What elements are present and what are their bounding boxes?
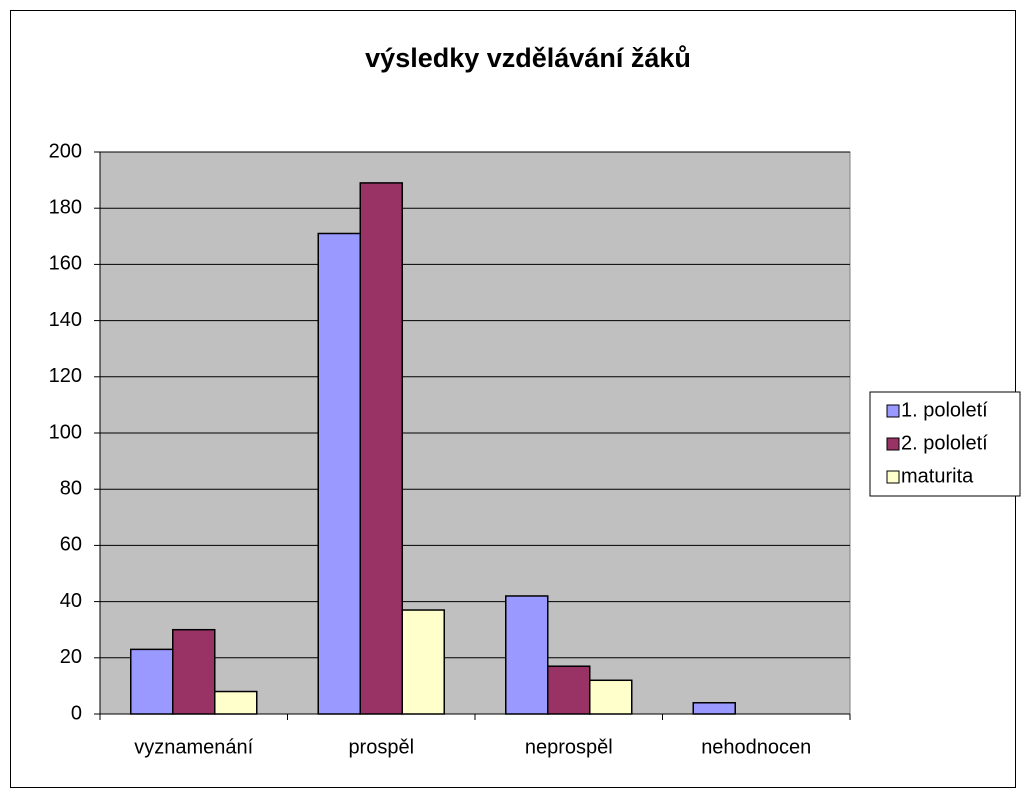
bar	[214, 690, 258, 715]
bar	[589, 679, 633, 715]
bar	[317, 232, 361, 715]
x-tick-label: vyznamenání	[134, 736, 253, 758]
y-tick-label: 140	[49, 309, 82, 331]
y-tick-label: 200	[49, 140, 82, 162]
legend-swatch	[886, 437, 900, 451]
x-tick-label: prospěl	[348, 736, 414, 758]
y-tick-label: 80	[60, 477, 82, 499]
bar	[359, 182, 403, 715]
bar	[401, 609, 445, 715]
y-tick-label: 0	[71, 702, 82, 724]
bar	[172, 628, 216, 715]
legend-swatch	[886, 404, 900, 418]
y-tick-label: 160	[49, 253, 82, 275]
bar	[505, 595, 549, 715]
y-tick-label: 120	[49, 365, 82, 387]
y-tick-label: 100	[49, 421, 82, 443]
legend-swatch	[886, 470, 900, 484]
y-tick-label: 180	[49, 196, 82, 218]
legend-label: 1. pololetí	[901, 399, 988, 421]
x-tick-label: neprospěl	[525, 736, 613, 758]
legend-label: 2. pololetí	[901, 432, 988, 454]
bar	[692, 702, 736, 715]
bar	[130, 648, 174, 715]
y-tick-label: 20	[60, 646, 82, 668]
legend-label: maturita	[901, 465, 974, 487]
y-tick-label: 60	[60, 534, 82, 556]
x-tick-label: nehodnocen	[701, 736, 811, 758]
chart-title: výsledky vzdělávání žáků	[365, 43, 691, 73]
bar	[547, 665, 591, 715]
y-tick-label: 40	[60, 590, 82, 612]
